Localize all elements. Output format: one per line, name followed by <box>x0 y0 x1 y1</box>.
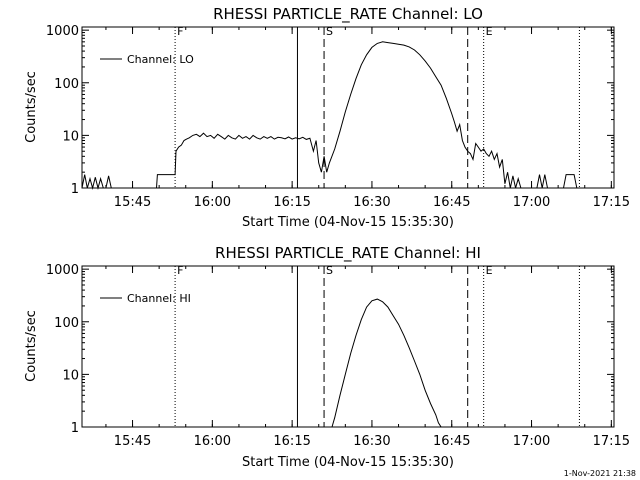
x-tick-label: 16:30 <box>353 434 390 449</box>
chart-title: RHESSI PARTICLE_RATE Channel: LO <box>213 5 483 24</box>
chart-panel-lo: RHESSI PARTICLE_RATE Channel: LO Start T… <box>24 5 630 230</box>
x-tick-label: 15:45 <box>114 195 151 210</box>
series-line-lo <box>81 41 614 190</box>
series-line-hi <box>331 298 442 428</box>
y-axis-ticks: 1 10 100 1000 <box>46 263 614 436</box>
x-axis-label: Start Time (04-Nov-15 15:35:30) <box>242 455 454 470</box>
y-tick-label: 1 <box>71 182 79 197</box>
chart-title: RHESSI PARTICLE_RATE Channel: HI <box>215 244 481 263</box>
x-tick-label: 16:15 <box>273 195 310 210</box>
y-axis-label: Counts/sec <box>24 310 39 382</box>
x-tick-label: 15:45 <box>114 434 151 449</box>
y-tick-label: 10 <box>62 368 79 383</box>
y-axis-label: Counts/sec <box>24 71 39 143</box>
footer-timestamp: 1-Nov-2021 21:38 <box>564 469 636 478</box>
x-axis-label: Start Time (04-Nov-15 15:35:30) <box>242 215 454 230</box>
x-tick-label: 17:00 <box>513 195 550 210</box>
x-tick-label: 17:15 <box>593 434 630 449</box>
marker-label: S <box>326 264 333 277</box>
x-tick-label: 16:30 <box>353 195 390 210</box>
x-axis-ticks: 15:45 16:00 16:15 16:30 16:45 17:00 17:15 <box>105 266 630 449</box>
x-axis-ticks: 15:45 16:00 16:15 16:30 16:45 17:00 17:15 <box>105 27 630 210</box>
y-axis-ticks: 1 10 100 1000 <box>46 24 614 197</box>
marker-label: E <box>486 264 493 277</box>
chart-panel-hi: RHESSI PARTICLE_RATE Channel: HI Start T… <box>24 244 630 470</box>
marker-label: F <box>177 264 183 277</box>
x-tick-label: 16:15 <box>273 434 310 449</box>
x-tick-label: 16:00 <box>194 434 231 449</box>
y-tick-label: 1000 <box>46 263 79 278</box>
legend-label: Channel: HI <box>127 292 191 305</box>
legend: Channel: HI <box>100 292 191 305</box>
y-tick-label: 100 <box>54 316 79 331</box>
x-tick-label: 16:45 <box>433 195 470 210</box>
y-tick-label: 10 <box>62 129 79 144</box>
legend: Channel: LO <box>100 53 194 66</box>
x-tick-label: 16:45 <box>433 434 470 449</box>
marker-label: F <box>177 25 183 38</box>
x-tick-label: 17:00 <box>513 434 550 449</box>
marker-label: S <box>326 25 333 38</box>
plot-frame <box>81 26 615 189</box>
x-tick-label: 17:15 <box>593 195 630 210</box>
x-tick-label: 16:00 <box>194 195 231 210</box>
y-tick-label: 1 <box>71 421 79 436</box>
marker-label: E <box>486 25 493 38</box>
legend-label: Channel: LO <box>127 53 194 66</box>
plot-frame <box>81 265 615 428</box>
y-tick-label: 1000 <box>46 24 79 39</box>
y-tick-label: 100 <box>54 77 79 92</box>
